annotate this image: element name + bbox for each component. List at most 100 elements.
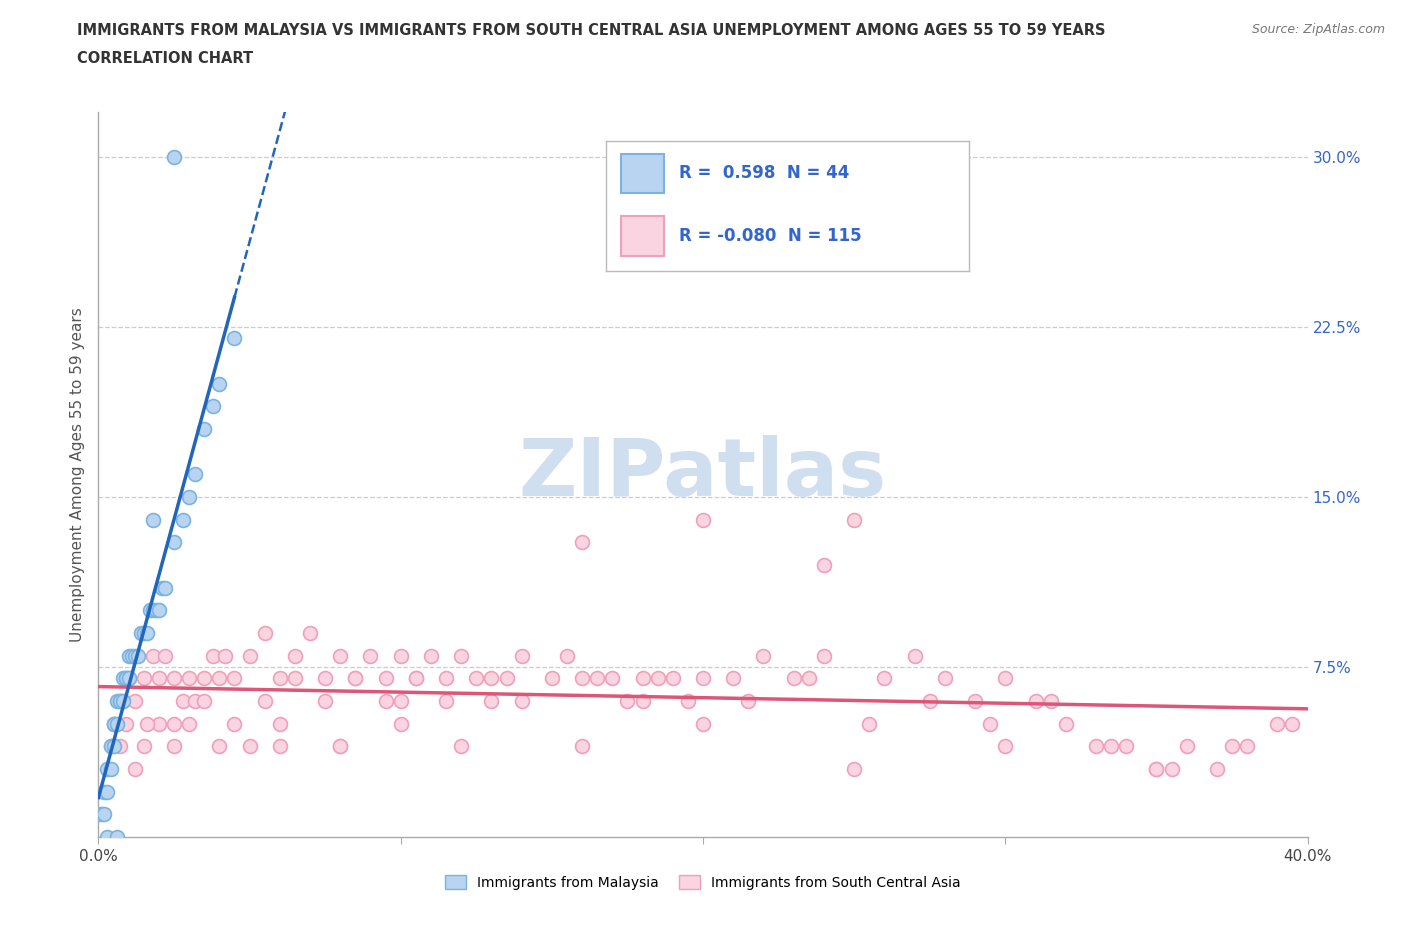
Point	[253, 626, 276, 641]
Point	[148, 603, 170, 618]
Point	[314, 671, 336, 685]
Point	[153, 580, 176, 595]
Point	[224, 716, 246, 731]
Point	[163, 535, 186, 550]
Point	[224, 331, 246, 346]
Point	[135, 716, 157, 731]
Point	[465, 671, 488, 685]
Point	[153, 648, 176, 663]
Point	[163, 671, 186, 685]
Point	[844, 512, 866, 527]
Point	[692, 671, 714, 685]
Point	[121, 648, 143, 663]
Point	[1175, 738, 1198, 753]
Point	[142, 603, 165, 618]
Point	[329, 738, 352, 753]
Point	[934, 671, 956, 685]
Point	[105, 830, 128, 844]
Point	[676, 694, 699, 709]
Point	[1085, 738, 1108, 753]
Point	[111, 671, 134, 685]
Point	[1236, 738, 1258, 753]
Point	[129, 626, 152, 641]
Point	[135, 626, 157, 641]
Point	[631, 694, 654, 709]
Point	[344, 671, 367, 685]
Point	[510, 648, 533, 663]
Point	[179, 489, 201, 504]
Point	[127, 648, 149, 663]
Point	[813, 648, 835, 663]
Point	[93, 807, 115, 822]
Point	[631, 671, 654, 685]
Point	[105, 716, 128, 731]
Point	[284, 648, 307, 663]
Point	[374, 694, 396, 709]
Point	[103, 716, 125, 731]
Point	[100, 738, 122, 753]
Point	[405, 671, 427, 685]
Point	[172, 694, 194, 709]
Point	[389, 694, 412, 709]
Point	[184, 467, 207, 482]
Point	[118, 671, 141, 685]
Point	[1206, 762, 1229, 777]
Point	[979, 716, 1001, 731]
Point	[994, 671, 1017, 685]
Point	[1160, 762, 1182, 777]
Point	[420, 648, 443, 663]
Point	[269, 738, 291, 753]
Point	[114, 671, 136, 685]
Point	[1099, 738, 1122, 753]
Point	[1220, 738, 1243, 753]
Point	[193, 694, 215, 709]
Point	[179, 716, 201, 731]
Point	[918, 694, 941, 709]
Point	[269, 716, 291, 731]
Point	[752, 648, 775, 663]
Point	[148, 671, 170, 685]
Point	[692, 512, 714, 527]
Point	[1281, 716, 1303, 731]
Point	[360, 648, 382, 663]
Point	[142, 512, 165, 527]
Text: Source: ZipAtlas.com: Source: ZipAtlas.com	[1251, 23, 1385, 36]
Point	[142, 648, 165, 663]
Point	[602, 671, 624, 685]
Point	[329, 738, 352, 753]
Point	[783, 671, 806, 685]
Point	[647, 671, 669, 685]
Point	[965, 694, 987, 709]
Point	[202, 399, 225, 414]
Point	[90, 807, 112, 822]
Text: ZIPatlas: ZIPatlas	[519, 435, 887, 513]
Point	[389, 716, 412, 731]
Point	[904, 648, 927, 663]
Point	[114, 716, 136, 731]
Point	[108, 694, 131, 709]
Point	[1267, 716, 1289, 731]
Point	[224, 671, 246, 685]
Point	[132, 738, 155, 753]
Point	[132, 671, 155, 685]
Point	[586, 671, 609, 685]
Point	[873, 671, 896, 685]
Legend: Immigrants from Malaysia, Immigrants from South Central Asia: Immigrants from Malaysia, Immigrants fro…	[440, 870, 966, 896]
Point	[723, 671, 745, 685]
Point	[389, 648, 412, 663]
Point	[481, 694, 503, 709]
Point	[434, 671, 457, 685]
Point	[994, 738, 1017, 753]
Point	[103, 716, 125, 731]
Point	[132, 626, 155, 641]
Point	[510, 694, 533, 709]
Point	[239, 648, 262, 663]
Point	[540, 671, 562, 685]
Point	[124, 648, 146, 663]
Point	[434, 694, 457, 709]
Point	[481, 671, 503, 685]
Point	[172, 512, 194, 527]
Point	[1024, 694, 1046, 709]
Point	[692, 716, 714, 731]
Point	[100, 738, 122, 753]
